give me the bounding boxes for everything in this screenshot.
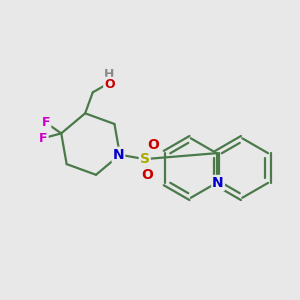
Text: O: O [147,138,159,152]
Text: N: N [112,148,124,162]
Text: H: H [104,68,115,81]
Text: O: O [104,78,115,91]
Text: F: F [39,132,48,145]
Text: O: O [142,168,154,182]
Text: S: S [140,152,150,166]
Text: F: F [42,116,50,129]
Text: N: N [212,176,224,190]
